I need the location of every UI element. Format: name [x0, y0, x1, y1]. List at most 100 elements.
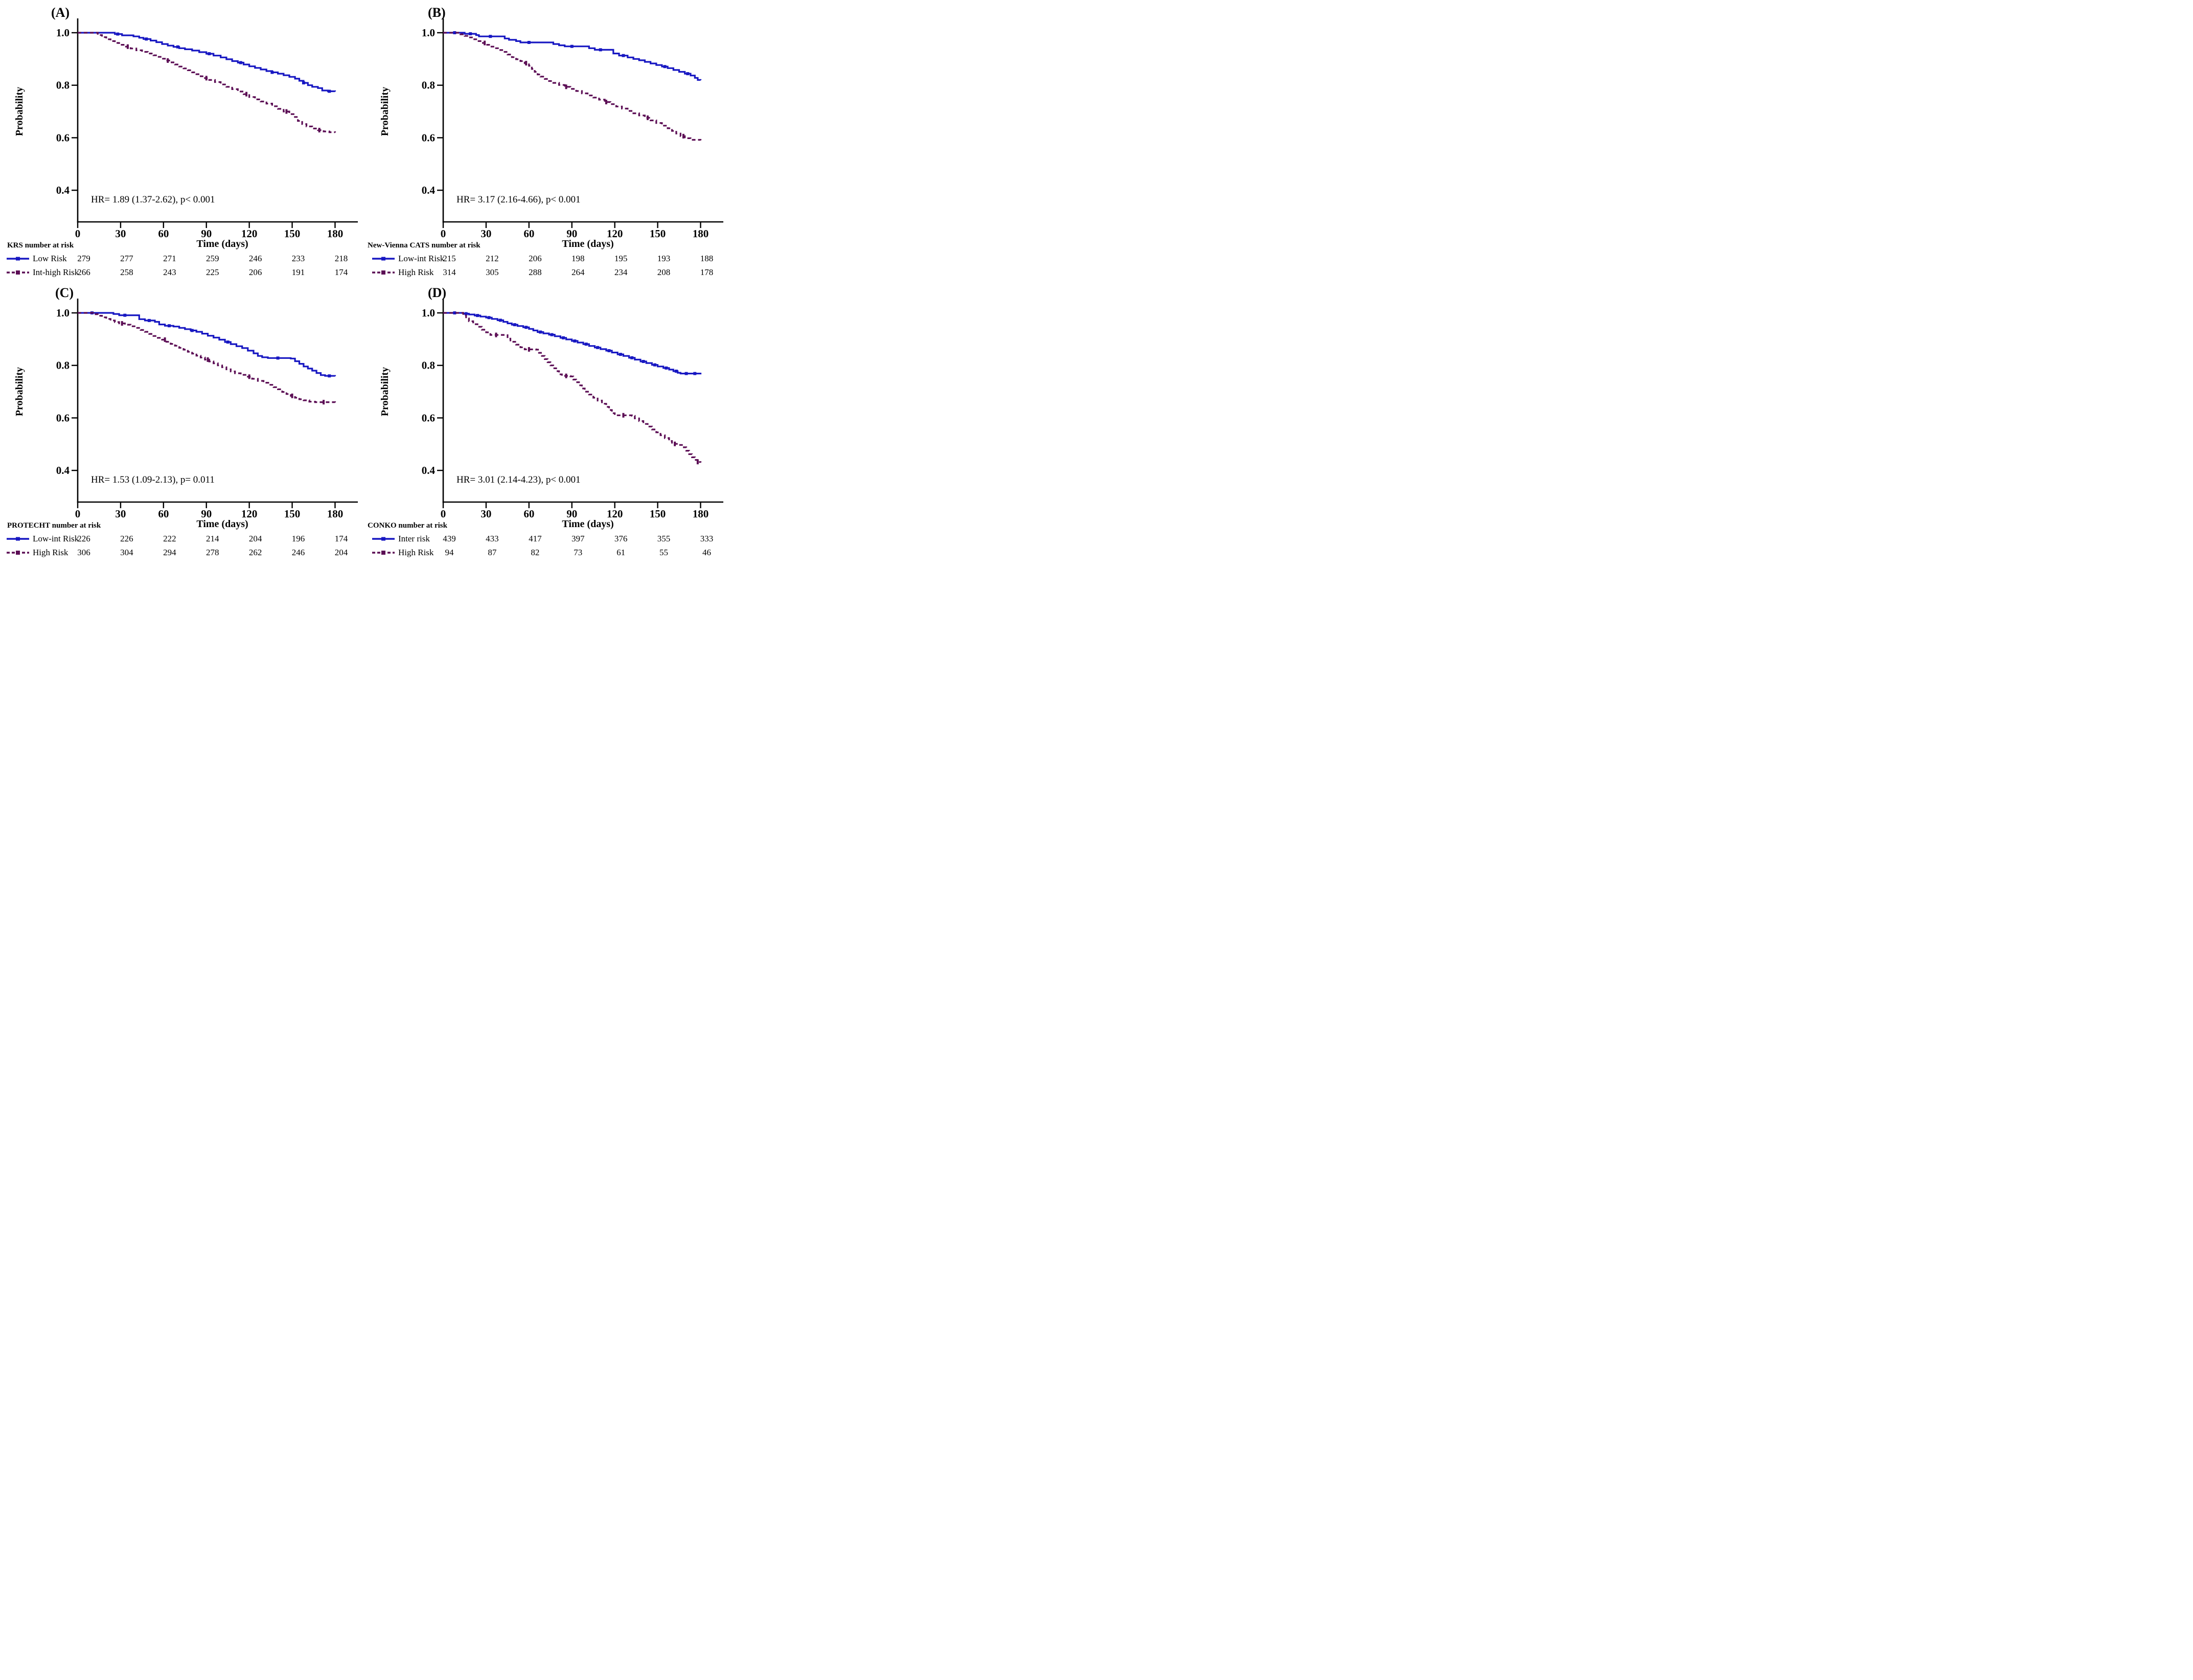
number-at-risk: 222	[163, 534, 176, 543]
x-tick-label: 30	[481, 508, 491, 520]
panel-a: (A) Probability 1.0 0.8 0.6 0.4 0 30 60 90 120 15…	[0, 0, 366, 280]
number-at-risk: 73	[574, 548, 583, 557]
risk-table: Low-int Risk 215 212 206 198 195 193 188 High Ri…	[366, 0, 731, 280]
number-at-risk: 198	[571, 254, 585, 263]
censor-mark	[539, 330, 542, 334]
number-at-risk: 82	[531, 548, 540, 557]
risk-table-header: CONKO number at risk	[368, 521, 447, 530]
x-tick-label: 90	[201, 228, 212, 240]
legend-marker	[381, 270, 385, 275]
panel-a-title: (A)	[51, 5, 70, 20]
censor-mark	[126, 44, 129, 49]
censor-mark	[665, 366, 668, 370]
number-at-risk: 417	[529, 534, 542, 543]
number-at-risk: 214	[205, 534, 219, 543]
censor-mark	[476, 314, 479, 317]
x-tick-label: 120	[607, 508, 623, 520]
panel-d: (D) Probability 1.0 0.8 0.6 0.4 0 30 60 90 120 15…	[366, 280, 731, 560]
x-tick-label: 60	[523, 508, 534, 520]
hazard-ratio-annotation: HR= 3.17 (2.16-4.66), p< 0.001	[456, 194, 581, 205]
x-tick-label: 30	[115, 228, 126, 240]
dashed-line-legend-icon	[7, 551, 29, 555]
number-at-risk: 397	[571, 534, 585, 543]
number-at-risk: 258	[120, 267, 133, 277]
x-tick-label: 180	[693, 508, 709, 520]
censor-mark	[116, 32, 120, 36]
x-tick-label: 60	[158, 228, 169, 240]
number-at-risk: 376	[614, 534, 628, 543]
censor-mark	[561, 336, 565, 339]
censor-mark	[453, 311, 456, 314]
number-at-risk: 196	[291, 534, 305, 543]
censor-mark	[121, 321, 123, 326]
number-at-risk: 246	[291, 548, 305, 557]
x-tick-label: 150	[650, 508, 666, 520]
number-at-risk: 264	[571, 267, 585, 277]
censor-mark	[565, 373, 567, 378]
number-at-risk: 314	[443, 267, 456, 277]
censor-mark	[190, 329, 194, 332]
censor-mark	[693, 372, 697, 375]
censor-mark	[642, 359, 645, 363]
censor-mark	[145, 37, 148, 41]
number-at-risk: 294	[163, 548, 176, 557]
x-tick-label: 120	[241, 228, 258, 240]
hazard-ratio-annotation: HR= 1.89 (1.37-2.62), p< 0.001	[91, 194, 215, 205]
censor-mark	[123, 313, 127, 317]
number-at-risk: 204	[248, 534, 262, 543]
censor-mark	[147, 319, 151, 322]
y-tick-label: 1.0	[422, 27, 435, 39]
number-at-risk: 266	[77, 267, 90, 277]
number-at-risk: 233	[291, 254, 305, 263]
censor-mark	[328, 89, 331, 93]
km-plot-a: 1.0 0.8 0.6 0.4 0 30 60 90 120 150 180	[56, 18, 358, 240]
km-curve-inter-risk	[443, 312, 702, 375]
censor-mark	[489, 35, 492, 38]
censor-mark	[323, 400, 325, 405]
number-at-risk: 188	[700, 254, 714, 263]
x-tick-label: 90	[566, 228, 577, 240]
km-plot-c: 1.0 0.8 0.6 0.4 0 30 60 90 120 150 180	[56, 299, 358, 520]
legend-marker	[16, 551, 20, 555]
legend-marker	[381, 537, 385, 541]
km-curve-high-risk	[78, 312, 336, 403]
solid-line-legend-icon	[7, 257, 29, 261]
legend-marker	[16, 257, 20, 261]
censor-mark	[168, 324, 171, 328]
censor-mark	[622, 54, 625, 57]
km-curve-low-risk	[78, 32, 336, 93]
censor-mark	[318, 128, 321, 133]
censor-mark	[524, 326, 528, 329]
number-at-risk: 225	[205, 267, 219, 277]
censor-mark	[487, 316, 491, 320]
risk-table-row: Low-int Risk 215 212 206 198 195 193 188	[366, 254, 731, 265]
censor-mark	[176, 45, 179, 49]
censor-mark	[584, 343, 588, 346]
risk-row-series-name: Low-int Risk	[398, 254, 445, 263]
number-at-risk: 226	[120, 534, 133, 543]
x-tick-label: 0	[441, 228, 446, 240]
x-tick-label: 150	[650, 228, 666, 240]
censor-mark	[270, 71, 274, 74]
censor-mark	[674, 369, 678, 373]
number-at-risk: 355	[657, 534, 671, 543]
y-tick-label: 0.6	[56, 412, 70, 424]
legend-marker	[381, 551, 385, 555]
censor-mark	[596, 346, 600, 349]
censor-mark	[208, 52, 211, 56]
km-curve-high-risk	[443, 32, 702, 141]
number-at-risk: 193	[657, 254, 671, 263]
km-curve-high-risk	[443, 312, 702, 463]
number-at-risk: 174	[334, 267, 348, 277]
censor-mark	[164, 337, 166, 342]
censor-mark	[302, 81, 305, 85]
censor-mark	[550, 333, 554, 336]
number-at-risk: 195	[614, 254, 628, 263]
km-figure: (A) Probability 1.0 0.8 0.6 0.4 0 30 60 90 120 15…	[0, 0, 731, 560]
number-at-risk: 433	[486, 534, 499, 543]
risk-table: Inter risk 439 433 417 397 376 355 333 High Risk…	[366, 280, 731, 560]
panel-d-title: (D)	[428, 285, 447, 300]
y-tick-label: 0.8	[56, 79, 70, 92]
risk-table-row: High Risk 306 304 294 278 262 246 204	[0, 548, 366, 559]
censor-mark	[599, 48, 602, 52]
